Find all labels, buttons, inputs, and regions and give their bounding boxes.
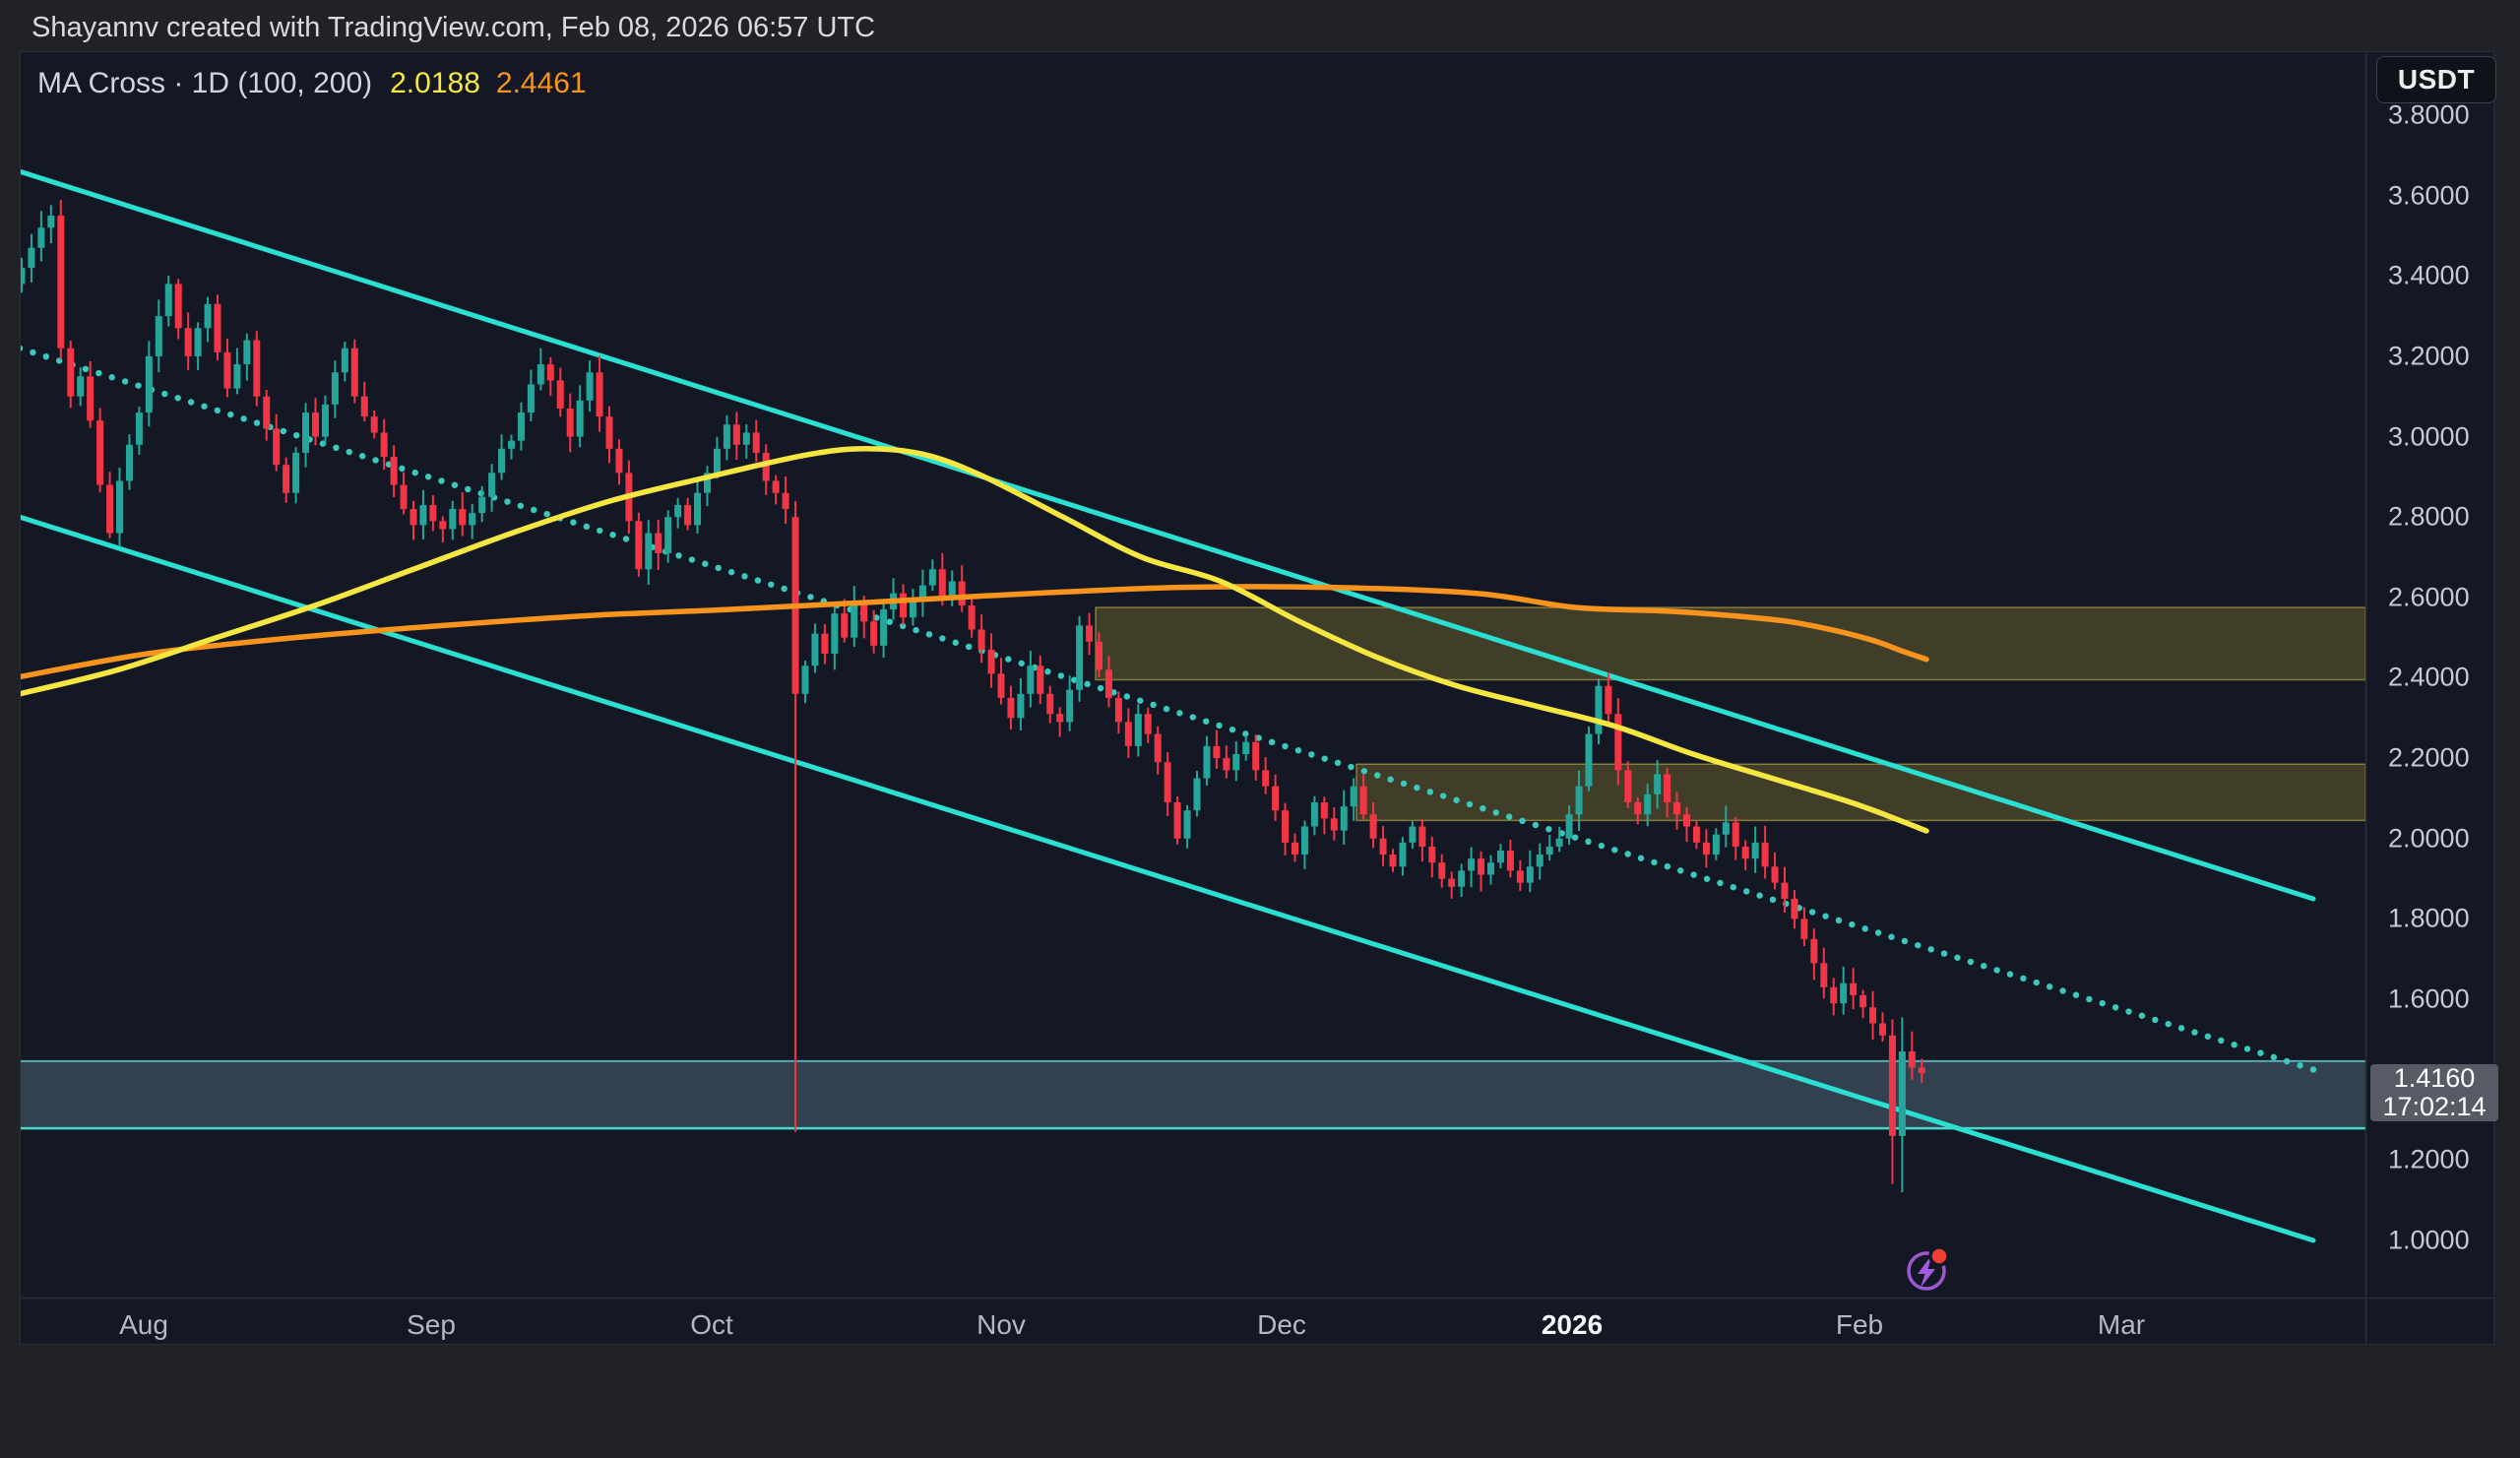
plot-area[interactable] — [15, 168, 2365, 1243]
time-tick-label: Feb — [1835, 1309, 1884, 1340]
price-tick-label: 2.6000 — [2388, 582, 2470, 612]
flash-ideas-icon[interactable] — [1907, 1245, 1950, 1291]
last-price-value: 1.4160 — [2393, 1063, 2476, 1093]
price-tick-label: 2.2000 — [2388, 742, 2470, 773]
time-tick-label: Mar — [2097, 1309, 2146, 1340]
attribution-bar: Shayannv created with TradingView.com, F… — [0, 0, 2520, 51]
channel-median-dotted-line[interactable] — [17, 345, 2317, 1073]
channel-lower-line[interactable] — [20, 514, 2316, 1243]
bar-countdown: 17:02:14 — [2382, 1092, 2487, 1121]
ma200-value: 2.4461 — [495, 67, 587, 99]
symbol-button[interactable]: USDT — [2376, 56, 2496, 103]
supply-zone — [1095, 606, 2365, 681]
supply-zone — [1355, 763, 2365, 822]
time-tick-label: 2026 — [1541, 1309, 1604, 1340]
time-tick-label: Oct — [690, 1309, 733, 1340]
tradingview-logo-icon — [0, 1345, 2520, 1458]
price-tick-label: 1.8000 — [2388, 903, 2470, 933]
price-tick-label: 1.6000 — [2388, 983, 2470, 1014]
channel-upper-line[interactable] — [20, 168, 2316, 902]
price-tick-label: 2.8000 — [2388, 501, 2470, 532]
attribution-text: Shayannv created with TradingView.com, F… — [32, 12, 876, 43]
price-tick-label: 2.0000 — [2388, 823, 2470, 854]
time-tick-label: Dec — [1257, 1309, 1306, 1340]
ma100-value: 2.0188 — [390, 67, 480, 99]
price-tick-label: 2.4000 — [2388, 662, 2470, 692]
price-tick-label: 3.2000 — [2388, 341, 2470, 371]
symbol-button-label: USDT — [2397, 64, 2476, 95]
candlesticks — [21, 199, 1925, 1192]
price-tick-label: 3.8000 — [2388, 99, 2470, 130]
ma100-line[interactable] — [20, 446, 1929, 834]
time-tick-label: Nov — [976, 1309, 1026, 1340]
price-tick-label: 1.0000 — [2388, 1225, 2470, 1255]
price-tick-label: 3.4000 — [2388, 260, 2470, 290]
time-tick-label: Aug — [119, 1309, 168, 1340]
indicator-title: MA Cross · 1D (100, 200) — [37, 67, 373, 99]
time-tick-label: Sep — [407, 1309, 456, 1340]
indicator-legend[interactable]: MA Cross · 1D (100, 200) 2.0188 2.4461 — [37, 67, 587, 100]
price-tick-label: 3.6000 — [2388, 180, 2470, 211]
last-price-label: 1.4160 17:02:14 — [2370, 1064, 2498, 1121]
price-tick-label: 3.0000 — [2388, 421, 2470, 452]
support-band — [21, 1060, 2365, 1129]
footer-bar: TradingView — [0, 1345, 2520, 1458]
price-tick-label: 1.2000 — [2388, 1144, 2470, 1174]
ma200-line[interactable] — [15, 584, 1929, 680]
